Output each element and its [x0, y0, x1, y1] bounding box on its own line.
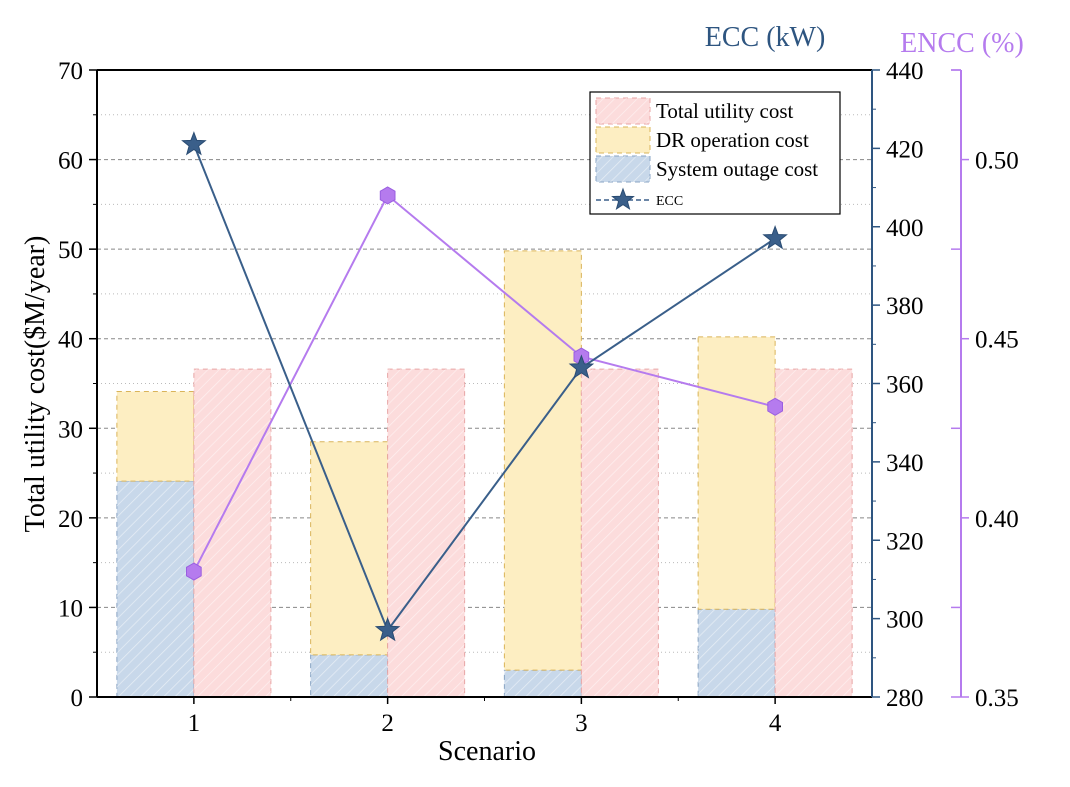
- bar-hatch: [193, 369, 271, 697]
- y-tick-label: 40: [58, 327, 83, 354]
- bar-dr-operation-cost: [503, 250, 582, 671]
- x-axis-title: Scenario: [438, 736, 536, 767]
- y-tick-label: 30: [58, 416, 83, 443]
- ecc-tick-label: 340: [886, 450, 924, 477]
- encc-tick-label: 0.35: [975, 685, 1019, 712]
- y-tick-label: 50: [58, 237, 83, 264]
- bar-hatch: [310, 654, 388, 697]
- y-axis-title: Total utility cost($M/year): [20, 236, 51, 533]
- legend-swatch-dr-operation-cost: [595, 126, 651, 154]
- encc-tick-label: 0.50: [975, 148, 1019, 175]
- ecc-point: [568, 354, 595, 379]
- ecc-point: [181, 131, 207, 156]
- y-tick-label: 60: [58, 148, 83, 175]
- bar-dr-operation-cost: [116, 391, 195, 482]
- encc-point: [186, 562, 202, 581]
- bar-hatch: [504, 670, 582, 697]
- encc-axis-title: ENCC (%): [900, 28, 1024, 59]
- bar-hatch: [775, 369, 853, 697]
- bar-dr-operation-cost: [310, 441, 389, 656]
- bar-dr-operation-cost: [697, 336, 776, 610]
- y-tick-label: 70: [58, 58, 83, 85]
- legend-swatch-hatch: [596, 156, 650, 182]
- encc-tick-label: 0.45: [975, 327, 1019, 354]
- ecc-point: [762, 225, 788, 250]
- ecc-tick-label: 320: [886, 528, 924, 555]
- bar-hatch: [116, 481, 194, 697]
- encc-tick-label: 0.40: [975, 506, 1019, 533]
- legend-label: Total utility cost: [656, 99, 794, 123]
- x-tick-label: 2: [381, 710, 394, 737]
- ecc-tick-label: 280: [886, 685, 924, 712]
- bar-hatch: [387, 369, 465, 697]
- ecc-tick-label: 440: [886, 58, 924, 85]
- legend-label: DR operation cost: [656, 128, 809, 152]
- legend-label: System outage cost: [656, 157, 818, 181]
- ecc-tick-label: 420: [886, 136, 924, 163]
- legend-label: ECC: [656, 194, 683, 209]
- x-tick-label: 3: [575, 710, 588, 737]
- ecc-point: [374, 616, 401, 642]
- bar-hatch: [698, 609, 776, 697]
- ecc-tick-label: 400: [886, 215, 924, 242]
- ecc-tick-label: 300: [886, 607, 924, 634]
- ecc-tick-label: 360: [886, 372, 924, 399]
- y-tick-label: 20: [58, 506, 83, 533]
- ecc-line: [192, 144, 776, 633]
- legend-swatch-hatch: [596, 98, 650, 124]
- y-tick-label: 10: [58, 595, 83, 622]
- ecc-tick-label: 380: [886, 293, 924, 320]
- encc-line: [192, 193, 776, 573]
- ecc-axis-title: ECC (kW): [705, 22, 826, 53]
- x-tick-label: 4: [769, 710, 782, 737]
- encc-point: [767, 397, 783, 416]
- legend-swatch-ecc-star: [611, 187, 635, 211]
- x-tick-label: 1: [188, 710, 201, 737]
- bar-hatch: [581, 369, 659, 697]
- encc-point: [379, 186, 396, 205]
- y-tick-label: 0: [71, 685, 84, 712]
